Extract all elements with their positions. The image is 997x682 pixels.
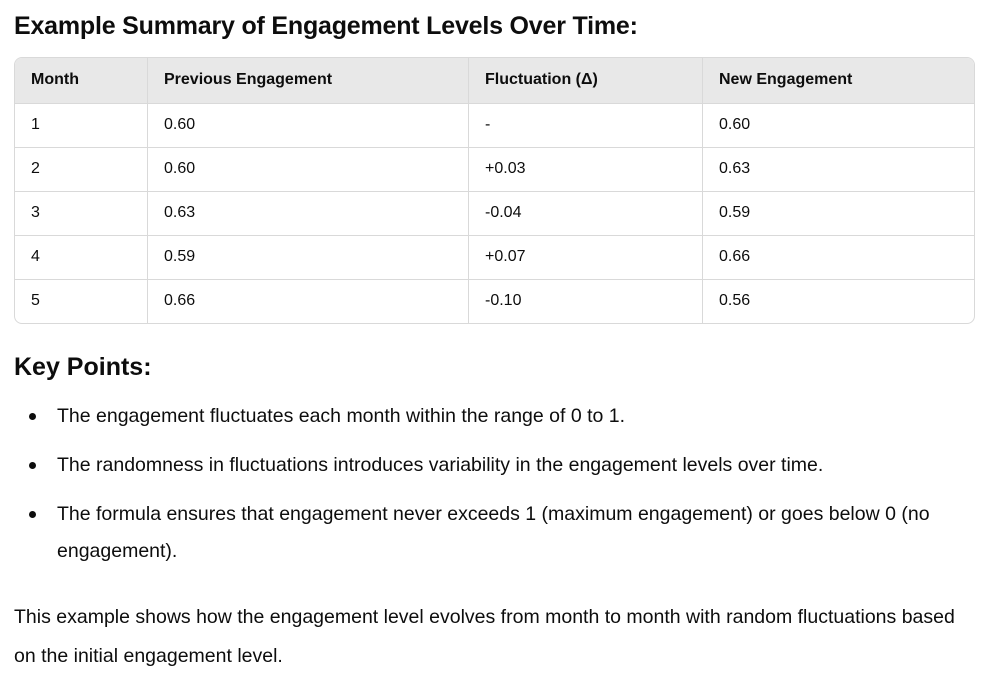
cell-new-engagement: 0.56 xyxy=(719,292,751,309)
cell-previous-engagement: 0.60 xyxy=(147,147,469,192)
cell-month: 5 xyxy=(15,279,148,323)
cell-month: 1 xyxy=(15,103,148,148)
cell-fluctuation: - xyxy=(468,103,703,148)
header-fluctuation: Fluctuation (Δ) xyxy=(468,58,703,104)
cell-previous-engagement: 0.66 xyxy=(147,279,469,323)
cell-new-engagement: 0.60 xyxy=(702,103,974,148)
closing-paragraph: This example shows how the engagement le… xyxy=(14,606,955,667)
table-row: 5 0.66 -0.10 0.56 xyxy=(15,279,974,323)
cell-fluctuation: +0.07 xyxy=(468,235,703,280)
cell-new-engagement: 0.59 xyxy=(702,191,974,236)
cell-fluctuation: +0.03 xyxy=(468,147,703,192)
cell-fluctuation: -0.04 xyxy=(468,191,703,236)
cell-month: 3 xyxy=(15,191,148,236)
bullet-icon xyxy=(29,511,36,518)
cell-month: 4 xyxy=(15,235,148,280)
cell-previous-engagement: 0.60 xyxy=(147,103,469,148)
cell-month: 2 xyxy=(15,147,148,192)
header-previous-engagement: Previous Engagement xyxy=(147,58,469,104)
cell-new-engagement: 0.63 xyxy=(702,147,974,192)
cell-new-engagement: 0.66 xyxy=(702,235,974,280)
list-item: The randomness in fluctuations introduce… xyxy=(14,447,974,484)
list-item-text: The formula ensures that engagement neve… xyxy=(57,503,930,562)
cell-previous-engagement: 0.59 xyxy=(147,235,469,280)
bullet-icon xyxy=(29,413,36,420)
table-row: 3 0.63 -0.04 0.59 xyxy=(15,191,974,236)
header-month: Month xyxy=(15,58,148,104)
list-item-text: The engagement fluctuates each month wit… xyxy=(57,405,626,427)
table-row: 2 0.60 +0.03 0.63 xyxy=(15,147,974,192)
bullet-icon xyxy=(29,462,36,469)
list-item: The engagement fluctuates each month wit… xyxy=(14,398,974,435)
cell-previous-engagement: 0.63 xyxy=(147,191,469,236)
cell-fluctuation: -0.10 xyxy=(468,279,703,323)
key-points-list: The engagement fluctuates each month wit… xyxy=(14,398,974,582)
header-new-engagement: New Engagement xyxy=(702,58,974,104)
engagement-table: Month Previous Engagement Fluctuation (Δ… xyxy=(15,58,974,323)
table-header-row: Month Previous Engagement Fluctuation (Δ… xyxy=(15,58,974,104)
list-item: The formula ensures that engagement neve… xyxy=(14,496,974,570)
list-item-text: The randomness in fluctuations introduce… xyxy=(57,454,824,476)
key-points-heading: Key Points: xyxy=(14,353,152,381)
table-row: 1 0.60 - 0.60 xyxy=(15,103,974,148)
engagement-table-container: Month Previous Engagement Fluctuation (Δ… xyxy=(14,57,975,324)
summary-heading: Example Summary of Engagement Levels Ove… xyxy=(14,12,638,40)
table-row: 4 0.59 +0.07 0.66 xyxy=(15,235,974,280)
